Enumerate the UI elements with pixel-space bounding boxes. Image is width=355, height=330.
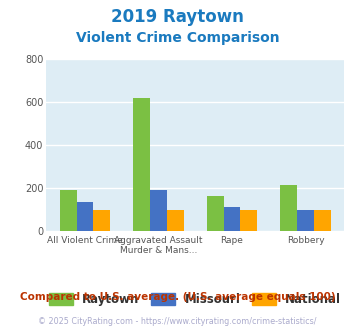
Bar <box>314 210 331 231</box>
Bar <box>207 196 224 231</box>
Bar <box>240 210 257 231</box>
Text: © 2025 CityRating.com - https://www.cityrating.com/crime-statistics/: © 2025 CityRating.com - https://www.city… <box>38 317 317 326</box>
Bar <box>280 185 297 231</box>
Bar <box>133 98 150 231</box>
Bar <box>224 208 240 231</box>
Bar <box>93 210 110 231</box>
Bar <box>167 210 184 231</box>
Bar <box>60 190 77 231</box>
Text: 2019 Raytown: 2019 Raytown <box>111 8 244 26</box>
Bar <box>297 210 314 231</box>
Bar <box>77 202 93 231</box>
Text: Compared to U.S. average. (U.S. average equals 100): Compared to U.S. average. (U.S. average … <box>20 292 335 302</box>
Legend: Raytown, Missouri, National: Raytown, Missouri, National <box>45 288 346 311</box>
Text: Violent Crime Comparison: Violent Crime Comparison <box>76 31 279 45</box>
Bar <box>150 190 167 231</box>
